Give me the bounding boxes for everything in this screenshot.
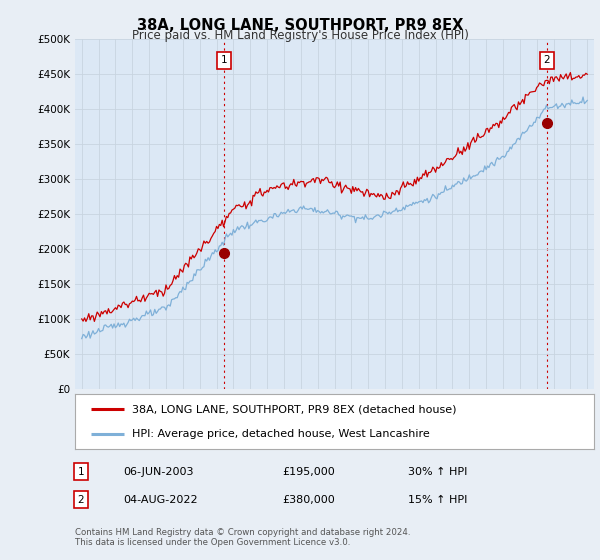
Text: 15% ↑ HPI: 15% ↑ HPI [408, 494, 467, 505]
Text: 2: 2 [77, 494, 85, 505]
Text: 38A, LONG LANE, SOUTHPORT, PR9 8EX (detached house): 38A, LONG LANE, SOUTHPORT, PR9 8EX (deta… [132, 404, 457, 414]
Text: Price paid vs. HM Land Registry's House Price Index (HPI): Price paid vs. HM Land Registry's House … [131, 29, 469, 42]
Text: £195,000: £195,000 [282, 466, 335, 477]
Text: £380,000: £380,000 [282, 494, 335, 505]
Text: 06-JUN-2003: 06-JUN-2003 [123, 466, 193, 477]
Text: Contains HM Land Registry data © Crown copyright and database right 2024.
This d: Contains HM Land Registry data © Crown c… [75, 528, 410, 547]
Text: 2: 2 [544, 55, 550, 65]
Text: 1: 1 [77, 466, 85, 477]
Text: 1: 1 [221, 55, 227, 65]
Text: 04-AUG-2022: 04-AUG-2022 [123, 494, 197, 505]
Text: HPI: Average price, detached house, West Lancashire: HPI: Average price, detached house, West… [132, 430, 430, 439]
Text: 38A, LONG LANE, SOUTHPORT, PR9 8EX: 38A, LONG LANE, SOUTHPORT, PR9 8EX [137, 18, 463, 33]
Text: 30% ↑ HPI: 30% ↑ HPI [408, 466, 467, 477]
